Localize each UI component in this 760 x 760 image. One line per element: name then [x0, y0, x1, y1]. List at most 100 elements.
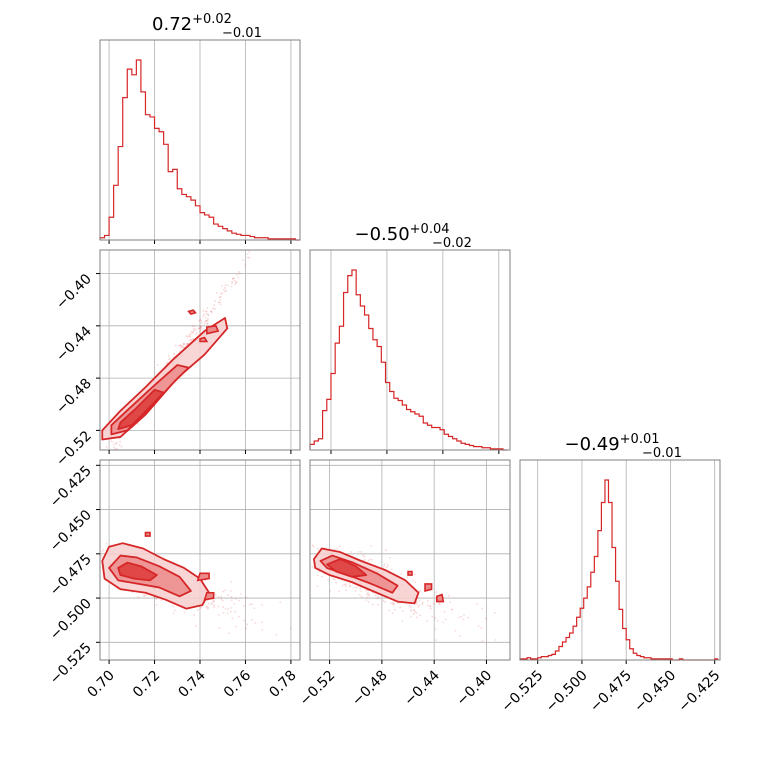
contour-island [407, 570, 413, 576]
sample-point [442, 621, 445, 624]
sample-point [222, 606, 225, 608]
sample-point [429, 607, 432, 610]
sample-point [193, 614, 195, 616]
sample-point [281, 215, 283, 217]
sample-point [390, 568, 393, 571]
sample-point [199, 318, 202, 321]
sample-point [189, 333, 192, 336]
sample-point [207, 606, 210, 609]
sample-point [312, 545, 315, 548]
sample-point [293, 189, 295, 191]
sample-point [345, 589, 348, 592]
sample-point [376, 597, 379, 600]
sample-point [207, 314, 210, 317]
sample-point [235, 281, 238, 284]
sample-point [217, 605, 220, 608]
sample-point [104, 460, 106, 462]
hist-title-2: −0.49+0.01 [564, 432, 659, 455]
sample-point [414, 581, 416, 584]
sample-point [100, 470, 102, 472]
sample-point [198, 327, 201, 330]
sample-point [385, 566, 388, 569]
sample-point [230, 285, 233, 288]
x-tick-label: 0.78 [266, 668, 299, 701]
sample-point [177, 344, 180, 347]
sample-point [174, 344, 177, 347]
sample-point [401, 610, 404, 612]
sample-point [210, 310, 213, 313]
sample-point [308, 573, 310, 575]
sample-point [394, 608, 396, 611]
sample-point [333, 578, 336, 581]
sample-point [160, 599, 163, 602]
sample-point [426, 599, 429, 602]
sample-point [118, 444, 121, 446]
sample-point [261, 621, 263, 624]
sample-point [221, 291, 224, 294]
sample-point [230, 599, 233, 602]
sample-point [199, 329, 202, 331]
sample-point [365, 599, 368, 602]
sample-point [237, 276, 240, 279]
hist-title-0: 0.72+0.02 [152, 12, 232, 35]
hist-panel-0 [99, 40, 300, 244]
sample-point [231, 280, 234, 283]
sample-point [435, 591, 437, 594]
sample-point [357, 550, 360, 553]
sample-point [234, 598, 237, 600]
sample-point [321, 575, 324, 578]
sample-point [339, 619, 341, 621]
sample-point [275, 633, 278, 636]
sample-point [481, 639, 484, 642]
sample-point [279, 601, 282, 604]
sample-point [467, 616, 470, 619]
sample-point [185, 334, 188, 337]
sample-point [101, 451, 103, 453]
sample-point [225, 289, 227, 292]
sample-point [345, 583, 348, 586]
x-tick-label: −0.450 [631, 668, 679, 716]
sample-point [415, 603, 418, 606]
sample-point [289, 627, 292, 630]
sample-point [204, 320, 207, 323]
sample-point [345, 585, 347, 588]
sample-point [369, 558, 371, 561]
sample-point [155, 603, 158, 606]
sample-point [217, 595, 220, 598]
sample-point [220, 595, 223, 598]
sample-point [196, 332, 198, 335]
sample-point [307, 554, 309, 556]
sample-point [435, 639, 438, 642]
sample-point [222, 288, 225, 291]
sample-point [244, 264, 247, 267]
sample-point [417, 605, 419, 608]
sample-point [409, 610, 412, 613]
sample-point [97, 561, 99, 563]
hist-frame-2 [519, 459, 721, 661]
sample-point [194, 328, 197, 331]
sample-point [412, 612, 415, 615]
sample-point [415, 612, 418, 614]
sample-point [222, 611, 225, 614]
sample-point [234, 610, 237, 613]
sample-point [392, 603, 395, 606]
sample-point [182, 342, 185, 345]
sample-point [188, 339, 191, 341]
sample-point [206, 319, 209, 322]
sample-point [104, 457, 106, 459]
sample-point [219, 303, 222, 306]
sample-point [410, 615, 412, 618]
sample-point [168, 357, 171, 360]
x-tick-label: −0.44 [401, 667, 443, 709]
sample-point [418, 599, 421, 602]
sample-point [105, 542, 108, 545]
sample-point [205, 606, 208, 609]
sample-point [341, 584, 344, 587]
sample-point [343, 583, 346, 586]
sample-point [179, 344, 182, 347]
sample-point [311, 565, 314, 568]
sample-point [210, 311, 213, 314]
sample-point [458, 634, 461, 637]
sample-point [190, 338, 193, 341]
sample-point [451, 608, 454, 611]
